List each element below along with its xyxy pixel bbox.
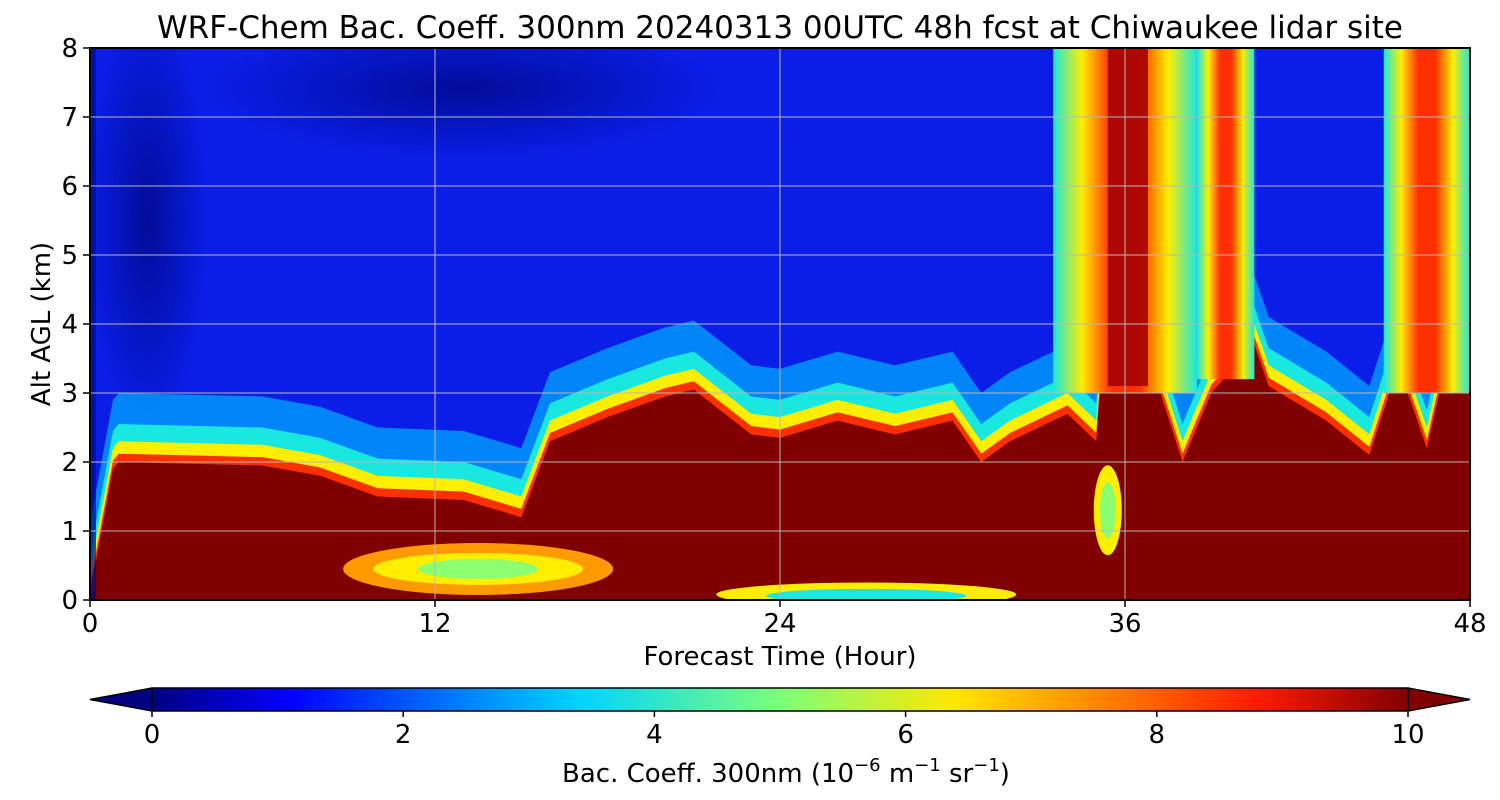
heatmap-field bbox=[90, 48, 1470, 600]
clean-air-region bbox=[203, 48, 724, 160]
plume-core bbox=[1107, 48, 1148, 387]
y-axis-label: Alt AGL (km) bbox=[27, 242, 57, 406]
x-axis: 0 12 24 36 48 bbox=[82, 600, 1487, 639]
low-pocket bbox=[766, 588, 967, 600]
x-tick-label: 36 bbox=[1108, 609, 1141, 639]
y-tick-label: 4 bbox=[61, 310, 78, 340]
low-pocket bbox=[1099, 482, 1116, 539]
colorbar-tick-label: 10 bbox=[1391, 720, 1424, 750]
colorbar-body bbox=[151, 687, 1409, 712]
y-tick-label: 7 bbox=[61, 103, 78, 133]
colorbar-extend-high bbox=[1407, 687, 1471, 712]
y-tick-label: 8 bbox=[61, 34, 78, 64]
colorbar-tick-label: 0 bbox=[144, 720, 161, 750]
y-tick-label: 5 bbox=[61, 241, 78, 271]
colorbar-tick-label: 2 bbox=[395, 720, 412, 750]
x-tick-label: 48 bbox=[1453, 609, 1486, 639]
y-tick-label: 1 bbox=[61, 517, 78, 547]
clean-air-region bbox=[90, 48, 208, 441]
x-tick-label: 12 bbox=[418, 609, 451, 639]
chart-title: WRF-Chem Bac. Coeff. 300nm 20240313 00UT… bbox=[157, 10, 1403, 46]
colorbar-ticks: 0 2 4 6 8 10 bbox=[144, 711, 1425, 750]
x-axis-label: Forecast Time (Hour) bbox=[643, 642, 916, 672]
colorbar-tick-label: 4 bbox=[646, 720, 663, 750]
y-tick-label: 3 bbox=[61, 379, 78, 409]
colorbar-extend-low bbox=[89, 687, 153, 712]
y-tick-label: 2 bbox=[61, 448, 78, 478]
low-pocket bbox=[418, 558, 539, 579]
smoke-plume bbox=[1383, 48, 1470, 393]
x-tick-label: 0 bbox=[82, 609, 99, 639]
y-tick-label: 6 bbox=[61, 172, 78, 202]
colorbar-tick-label: 8 bbox=[1149, 720, 1166, 750]
y-axis: 0 1 2 3 4 5 6 7 8 bbox=[61, 34, 90, 616]
x-tick-label: 24 bbox=[763, 609, 796, 639]
colorbar-label: Bac. Coeff. 300nm (10−6 m−1 sr−1) bbox=[562, 755, 1010, 789]
colorbar-tick-label: 6 bbox=[897, 720, 914, 750]
smoke-plume bbox=[1196, 48, 1255, 380]
y-tick-label: 0 bbox=[61, 586, 78, 616]
colorbar bbox=[89, 687, 1471, 712]
